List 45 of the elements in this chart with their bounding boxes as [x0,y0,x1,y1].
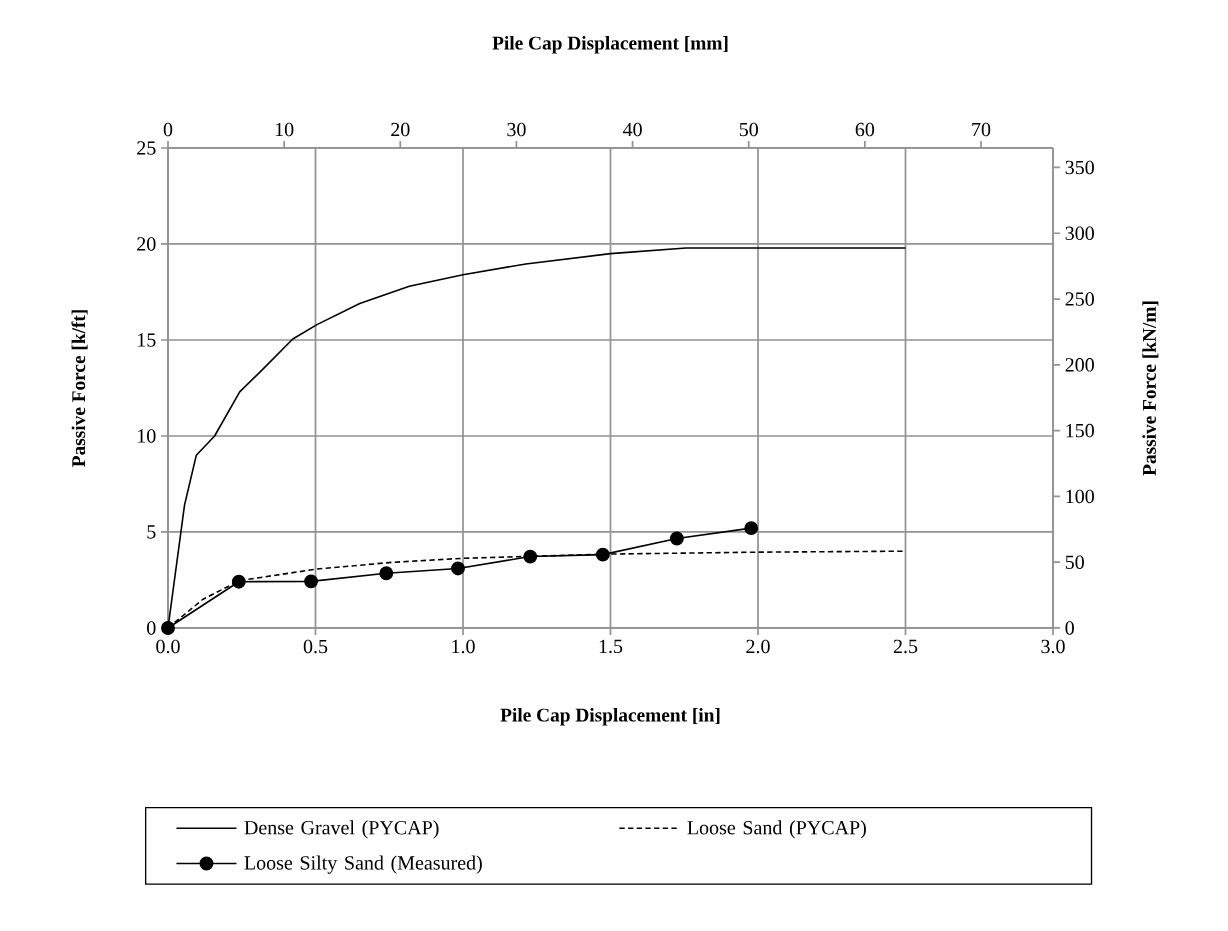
x-tick-label: 2.5 [893,639,918,654]
y-tick-label: 25 [137,141,156,155]
point [304,574,319,589]
point [231,574,246,589]
y2-axis-title: Passive Force [kN/m] [1142,301,1159,476]
x-tick-label: 0.0 [156,639,180,654]
y2-tick-label: 250 [1065,292,1094,306]
x-tick-label: 1.0 [452,639,475,654]
x2-tick-label: 60 [855,122,875,137]
x-tick-label: 2.0 [746,639,770,654]
legend-label: Loose Sand (PYCAP) [687,820,866,839]
x2-tick-label: 0 [163,122,173,137]
y-tick-label: 15 [138,333,156,347]
x2-tick-label: 40 [622,122,642,137]
x-axis-title: Pile Cap Displacement [in] [500,708,720,726]
y2-tick-label: 100 [1066,489,1094,504]
x-tick-label: 1.5 [599,639,623,654]
y2-tick-label: 0 [1065,621,1074,635]
x-tick-label: 0.5 [303,639,328,654]
x2-tick-label: 30 [507,122,526,137]
y-tick-label: 20 [137,237,156,251]
y-axis-title: Passive Force [k/ft] [71,310,88,467]
point [744,521,759,536]
legend-label: Loose Silty Sand (Measured) [244,855,482,874]
y-tick-label: 10 [138,429,156,443]
point [595,547,610,562]
y2-tick-label: 350 [1065,160,1094,175]
y2-tick-label: 200 [1065,358,1094,372]
y-tick-label: 5 [147,525,156,539]
x2-tick-label: 20 [391,122,410,137]
x2-axis-title: Pile Cap Displacement [mm] [492,36,728,54]
y2-tick-label: 150 [1066,423,1094,438]
x2-tick-label: 50 [739,122,758,137]
point [669,531,684,546]
x2-tick-label: 70 [972,122,991,137]
y-tick-label: 0 [147,621,156,635]
y2-tick-label: 300 [1065,226,1094,240]
y2-tick-label: 50 [1065,555,1084,569]
point [161,621,175,635]
point [451,561,465,576]
point [523,549,538,564]
point [379,566,394,581]
x-tick-label: 3.0 [1041,639,1065,654]
x2-tick-label: 10 [275,122,294,137]
legend-label: Dense Gravel (PYCAP) [244,820,439,839]
